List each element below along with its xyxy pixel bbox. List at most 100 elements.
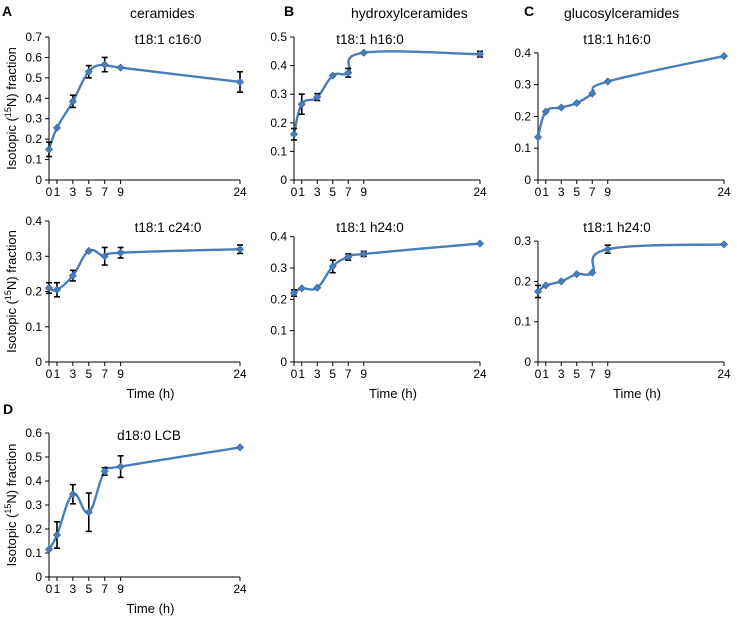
y-tick-label: 0.4: [25, 91, 42, 105]
panel-letter-a: A: [2, 3, 12, 19]
y-axis-label-suffix: N) fraction: [4, 444, 19, 504]
y-tick-label: 0.5: [25, 450, 42, 464]
x-tick-label: 3: [314, 367, 321, 381]
y-tick-label: 0.1: [270, 144, 287, 158]
y-tick-label: 0.2: [25, 285, 42, 299]
series-line: [536, 54, 725, 138]
x-tick-label: 0: [46, 367, 53, 381]
x-tick-label: 9: [117, 582, 124, 596]
y-tick-label: 0: [524, 355, 531, 369]
panel-title: t18:1 c16:0: [135, 32, 202, 47]
y-tick-label: 0: [524, 173, 531, 187]
chart-panel-b2: 0 0.1 0.2 0.3 0.4 0 1 3 5 7 9 24 t18:1 h24:0 Time (h): [270, 220, 487, 401]
x-tick-label: 0: [291, 185, 298, 199]
y-tick-label: 0: [35, 355, 42, 369]
chart-panel-a2: 0 0.1 0.2 0.3 0.4 0 1 3 5 7 9 24 t18:1 c24:0 Time (h)…: [3, 214, 247, 401]
chart-panel-a1: 0 0.1 0.2 0.3 0.4 0.5 0.6 0.7 0 1 3 5 7 9 24 t18:1 c16:…: [3, 30, 247, 199]
y-tick-label: 0: [280, 355, 287, 369]
series-line: [48, 248, 241, 292]
group-title-ceramides: ceramides: [130, 5, 195, 21]
data-point: [359, 249, 368, 258]
y-tick-label: 0.4: [25, 474, 42, 488]
data-point: [533, 287, 543, 296]
data-point: [297, 100, 306, 109]
data-point: [235, 77, 245, 86]
y-tick-label: 0.2: [270, 292, 287, 306]
y-tick-label: 0.4: [270, 230, 287, 244]
panel-title: t18:1 c24:0: [135, 220, 202, 235]
data-point: [719, 52, 729, 61]
y-tick-label: 0.2: [270, 116, 287, 130]
x-tick-label: 3: [70, 185, 77, 199]
data-point: [588, 89, 597, 98]
x-tick-label: 1: [542, 185, 549, 199]
x-tick-label: 5: [85, 185, 92, 199]
x-tick-label: 1: [542, 367, 549, 381]
x-tick-label: 24: [233, 582, 247, 596]
data-point: [313, 283, 322, 292]
data-point: [68, 490, 77, 499]
data-point: [289, 289, 299, 298]
chart-panel-c2: 0 0.1 0.2 0.3 0 1 3 5 7 9 24 t18:1 h24:0 Time (h): [514, 220, 731, 401]
y-tick-label: 0.3: [25, 249, 42, 263]
series-line: [47, 446, 241, 551]
y-tick-label: 0.1: [25, 320, 42, 334]
data-point: [68, 97, 77, 106]
data-point: [44, 145, 54, 154]
x-tick-label: 7: [589, 367, 596, 381]
chart-panel-b1: 0 0.1 0.2 0.3 0.4 0.5 0 1 3 5 7 9 24 t18:1 h16:0: [270, 30, 487, 199]
y-tick-label: 0.6: [25, 50, 42, 64]
x-tick-label: 7: [101, 582, 108, 596]
panel-letter-b: B: [284, 3, 294, 19]
y-tick-label: 0: [35, 173, 42, 187]
data-point: [100, 60, 109, 69]
data-point: [541, 107, 550, 116]
data-point: [297, 284, 306, 293]
x-axis-label: Time (h): [127, 601, 175, 616]
y-tick-label: 0.3: [514, 78, 531, 92]
data-point: [588, 268, 597, 277]
group-title-hydroxylceramides: hydroxylceramides: [351, 5, 468, 21]
x-tick-label: 5: [329, 367, 336, 381]
data-point: [603, 77, 612, 86]
data-point: [719, 240, 729, 249]
panel-title: t18:1 h24:0: [583, 220, 651, 235]
y-tick-label: 0.3: [270, 87, 287, 101]
series-line: [292, 50, 481, 135]
y-tick-label: 0.2: [514, 109, 531, 123]
x-tick-label: 0: [535, 367, 542, 381]
x-tick-label: 1: [298, 367, 305, 381]
series-line: [537, 243, 725, 293]
series-line: [47, 63, 241, 150]
x-tick-label: 7: [589, 185, 596, 199]
x-tick-label: 1: [54, 367, 61, 381]
y-axis-label-superscript: 15: [3, 504, 13, 514]
data-point: [116, 63, 125, 72]
x-tick-label: 24: [473, 185, 487, 199]
x-tick-label: 0: [535, 185, 542, 199]
data-point: [572, 270, 581, 279]
y-axis-label-suffix: N) fraction: [4, 47, 19, 107]
data-point: [235, 245, 245, 254]
data-point: [52, 285, 61, 294]
y-tick-label: 0.2: [25, 522, 42, 536]
x-tick-label: 24: [233, 367, 247, 381]
series-line: [293, 242, 481, 295]
y-tick-label: 0.4: [25, 214, 42, 228]
panel-title: t18:1 h24:0: [336, 220, 404, 235]
x-tick-label: 3: [558, 367, 565, 381]
y-tick-label: 0.4: [514, 46, 531, 60]
data-point: [52, 123, 61, 132]
y-axis-label-prefix: Isotopic (: [4, 116, 19, 169]
data-point: [475, 50, 485, 59]
y-tick-label: 0.1: [25, 546, 42, 560]
y-tick-label: 0.5: [25, 71, 42, 85]
y-tick-label: 0.3: [270, 261, 287, 275]
data-point: [84, 67, 93, 76]
x-axis-label: Time (h): [613, 386, 661, 401]
panel-letter-d: D: [3, 401, 13, 417]
chart-panel-d1: 0 0.1 0.2 0.3 0.4 0.5 0.6 0 1 3 5 7 9 24 d18:0 LCB Time…: [3, 426, 247, 616]
y-tick-label: 0.1: [25, 153, 42, 167]
